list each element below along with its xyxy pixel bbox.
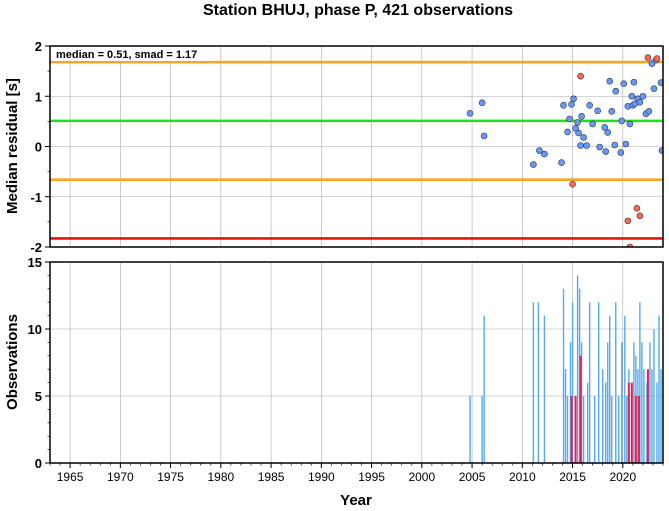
figure-title: Station BHUJ, phase P, 421 observations bbox=[203, 2, 513, 19]
residual-point bbox=[568, 100, 575, 108]
residual-point bbox=[560, 101, 567, 109]
residual-point bbox=[606, 77, 614, 85]
residual-y-ticks: 2 1 0 -1 -2 bbox=[30, 39, 50, 255]
residual-point bbox=[602, 148, 610, 155]
residual-point bbox=[601, 124, 609, 131]
observations-panel: 15 10 5 0 1965 1970 1975 1980 1985 1990 1995 2000 2… bbox=[4, 255, 664, 509]
residual-point bbox=[657, 79, 663, 86]
residual-y-tick-label: -1 bbox=[30, 190, 42, 205]
residual-panel: 2 1 0 -1 -2 median = 0.51, smad = 1.17 Media… bbox=[4, 39, 664, 255]
outlier-point bbox=[624, 217, 632, 225]
residual-point bbox=[574, 119, 581, 126]
outlier-point bbox=[569, 180, 576, 188]
residual-point bbox=[572, 125, 579, 132]
x-tick-label: 1985 bbox=[258, 470, 285, 484]
observations-frame bbox=[49, 261, 664, 464]
residual-grid bbox=[50, 45, 663, 248]
residual-point bbox=[564, 128, 571, 136]
x-tick-label: 1990 bbox=[308, 470, 335, 484]
x-tick-label: 1975 bbox=[157, 470, 184, 484]
residual-y-tick-label: 0 bbox=[35, 140, 42, 155]
residual-point bbox=[566, 115, 573, 123]
residual-point bbox=[611, 141, 619, 149]
residual-point bbox=[558, 159, 565, 166]
outlier-point bbox=[644, 54, 652, 61]
residual-point bbox=[594, 107, 601, 115]
x-tick-label: 1970 bbox=[107, 470, 134, 484]
residual-point bbox=[612, 87, 620, 95]
observations-y-tick-label: 0 bbox=[35, 456, 42, 471]
residual-point bbox=[466, 110, 474, 117]
residual-point bbox=[530, 161, 537, 168]
x-tick-label: 2005 bbox=[459, 470, 486, 484]
outlier-point bbox=[633, 205, 641, 212]
observations-bars bbox=[469, 275, 662, 463]
residual-points bbox=[466, 54, 663, 247]
outlier-point bbox=[636, 212, 644, 220]
residual-point bbox=[608, 108, 616, 115]
residual-y-axis-label: Median residual [s] bbox=[4, 78, 21, 214]
residual-y-tick-label: -2 bbox=[30, 240, 42, 255]
residual-point bbox=[570, 95, 577, 103]
residual-point bbox=[583, 142, 590, 149]
outlier-point bbox=[653, 55, 661, 62]
residual-point bbox=[589, 120, 596, 128]
residual-point bbox=[541, 150, 548, 158]
x-axis-label: Year bbox=[340, 492, 372, 509]
residual-point bbox=[478, 99, 486, 107]
observations-y-axis-label: Observations bbox=[4, 314, 21, 410]
residual-point bbox=[658, 147, 663, 154]
residual-point bbox=[596, 143, 603, 151]
x-tick-label: 2020 bbox=[609, 470, 636, 484]
residual-point bbox=[586, 101, 593, 109]
residual-point bbox=[650, 85, 658, 93]
residual-point bbox=[617, 149, 625, 156]
observations-y-tick-label: 5 bbox=[35, 389, 42, 404]
annotation-background bbox=[52, 47, 214, 61]
observations-y-tick-label: 10 bbox=[28, 322, 42, 337]
residual-point bbox=[604, 129, 612, 136]
residual-reference-lines bbox=[50, 60, 663, 240]
residual-point bbox=[480, 132, 488, 140]
x-tick-label: 1995 bbox=[358, 470, 385, 484]
residual-y-tick-label: 2 bbox=[35, 39, 42, 54]
residual-point bbox=[618, 117, 626, 125]
residual-point bbox=[626, 120, 634, 128]
residual-point bbox=[578, 113, 585, 120]
residual-point bbox=[639, 92, 647, 100]
residual-point bbox=[575, 129, 582, 137]
x-tick-label: 1980 bbox=[207, 470, 234, 484]
residual-point bbox=[630, 78, 638, 86]
x-tick-label: 1965 bbox=[57, 470, 84, 484]
stats-annotation: median = 0.51, smad = 1.17 bbox=[56, 49, 197, 61]
residual-point bbox=[645, 108, 653, 115]
residual-y-tick-label: 1 bbox=[35, 89, 42, 104]
x-tick-label: 2010 bbox=[509, 470, 536, 484]
residual-point bbox=[580, 134, 587, 141]
observations-x-ticks: 1965 1970 1975 1980 1985 1990 1995 2000 2005 2010… bbox=[49, 463, 664, 484]
residual-point bbox=[628, 92, 636, 100]
x-tick-label: 2015 bbox=[559, 470, 586, 484]
residual-point bbox=[536, 147, 543, 154]
residual-point bbox=[622, 140, 630, 148]
observations-y-ticks: 15 10 5 0 bbox=[28, 255, 50, 471]
residual-point bbox=[636, 98, 644, 106]
x-tick-label: 2000 bbox=[408, 470, 435, 484]
residual-point bbox=[577, 142, 584, 149]
observations-y-tick-label: 15 bbox=[28, 255, 42, 270]
residual-point bbox=[620, 80, 628, 87]
outlier-point bbox=[577, 72, 584, 80]
